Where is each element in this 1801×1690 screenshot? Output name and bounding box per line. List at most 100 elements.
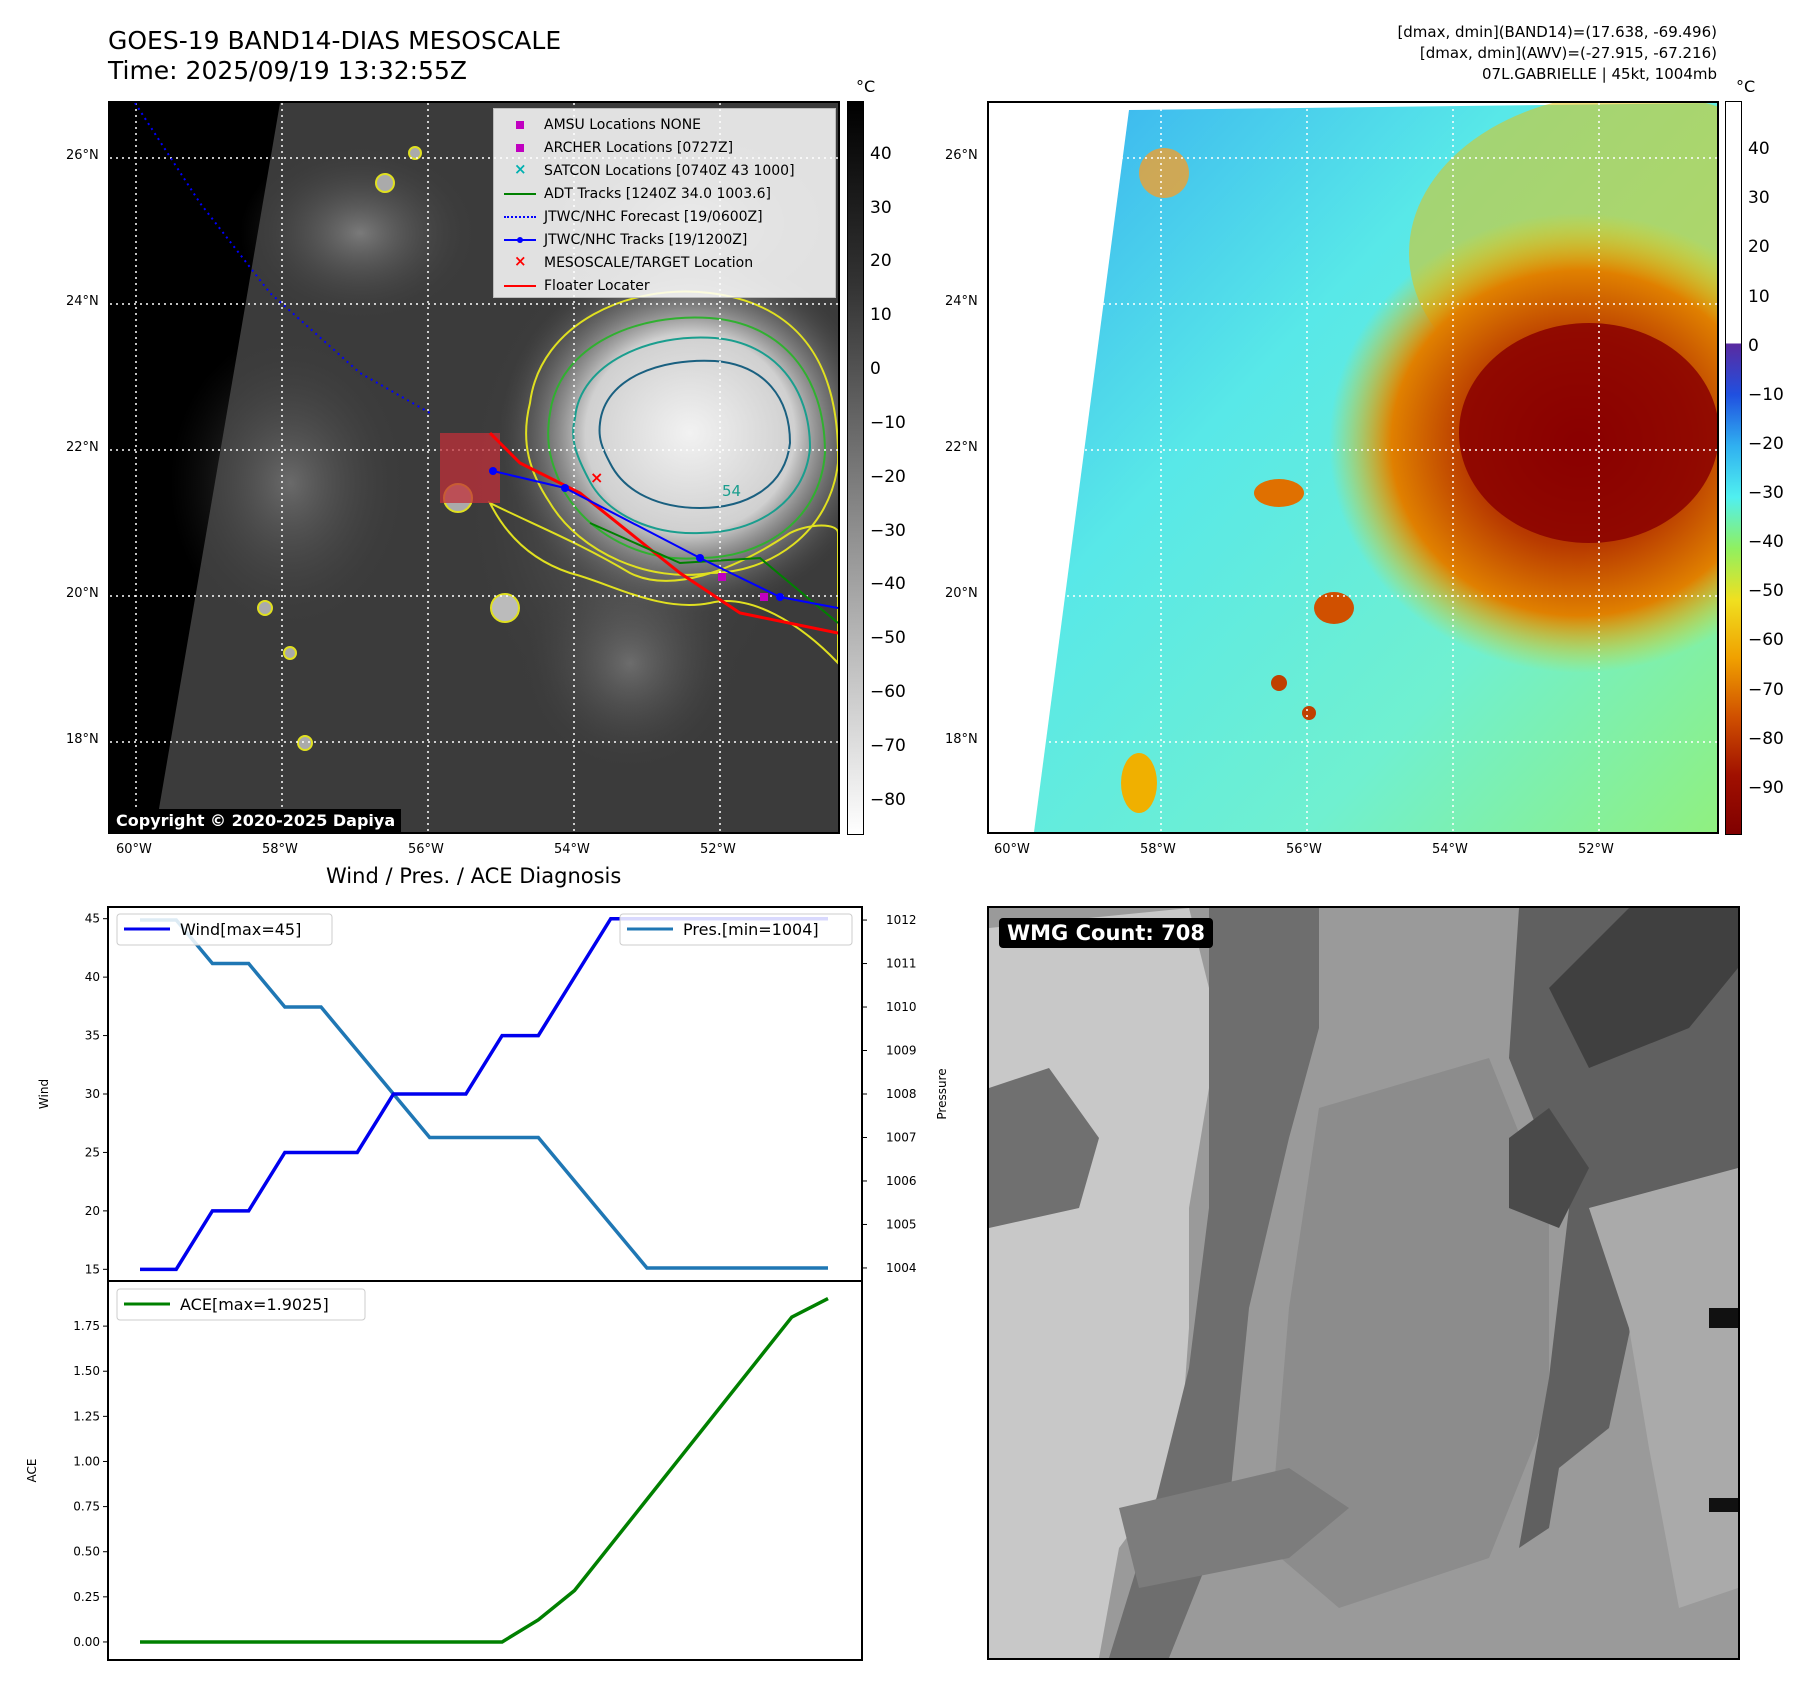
lon-label: 52°W xyxy=(700,842,736,857)
wind-legend-label: Wind[max=45] xyxy=(180,920,301,939)
pressure-axis-label: Pressure xyxy=(935,1068,949,1119)
lon-label: 52°W xyxy=(1578,842,1614,857)
pressure-legend-box xyxy=(619,913,853,946)
legend-item-amsu: AMSU Locations NONE xyxy=(502,113,827,136)
adt-track xyxy=(589,522,838,624)
dotted-line-icon xyxy=(504,215,536,218)
wind-tick-label: 45 xyxy=(85,912,100,926)
ace-axes xyxy=(107,1280,863,1661)
lat-label: 24°N xyxy=(945,294,978,309)
ace-legend-box xyxy=(116,1288,366,1321)
contour-label: 54 xyxy=(722,482,741,500)
ace-tick-label: 1.75 xyxy=(73,1319,100,1333)
colorbar-tick-label: −50 xyxy=(1748,581,1784,602)
wmg-image xyxy=(989,908,1738,1658)
colorbar-tick-label: −60 xyxy=(1748,630,1784,651)
x-icon: × xyxy=(514,159,527,178)
ace-tick-label: 0.50 xyxy=(73,1545,100,1559)
pressure-tick-label: 1007 xyxy=(886,1130,917,1144)
dot-icon xyxy=(517,236,523,243)
awv-map-panel xyxy=(987,101,1719,834)
ace-tick-label: 1.25 xyxy=(73,1409,100,1423)
pressure-series-line xyxy=(140,918,828,1270)
line-icon xyxy=(504,284,536,287)
ace-tick-label: 1.00 xyxy=(73,1454,100,1468)
colorbar-tick-label: −10 xyxy=(1748,384,1784,405)
colorbar-tick-label: −80 xyxy=(1748,728,1784,749)
lat-label: 18°N xyxy=(66,732,99,747)
wind-tick-label: 15 xyxy=(85,1262,100,1276)
legend-item-satcon: × SATCON Locations [0740Z 43 1000] xyxy=(514,159,795,179)
lat-label: 18°N xyxy=(945,732,978,747)
colorbar-tick-label: 10 xyxy=(870,305,892,326)
colorbar-tick-label: −90 xyxy=(1748,777,1784,798)
lat-label: 26°N xyxy=(66,148,99,163)
legend-item-tracks: JTWC/NHC Tracks [19/1200Z] xyxy=(502,228,827,251)
lon-label: 54°W xyxy=(1432,842,1468,857)
colorbar-tick-label: −70 xyxy=(1748,679,1784,700)
ir-colorbar xyxy=(847,101,864,835)
wind-tick-label: 25 xyxy=(85,1145,100,1159)
colorbar-tick-label: 0 xyxy=(1748,335,1759,356)
pressure-tick-label: 1004 xyxy=(886,1261,917,1275)
lon-label: 58°W xyxy=(262,842,298,857)
colorbar-tick-label: −10 xyxy=(870,412,906,433)
ace-tick-label: 1.50 xyxy=(73,1364,100,1378)
ace-tick-label: 0.00 xyxy=(73,1635,100,1649)
colorbar-tick-label: −20 xyxy=(870,466,906,487)
target-location-marker: × xyxy=(590,468,603,487)
ace-tick-label: 0.25 xyxy=(73,1590,100,1604)
colorbar-unit: °C xyxy=(856,77,876,96)
wmg-count-badge: WMG Count: 708 xyxy=(999,918,1213,948)
wind-tick-label: 20 xyxy=(85,1204,100,1218)
lon-label: 56°W xyxy=(1286,842,1322,857)
wind-tick-label: 35 xyxy=(85,1029,100,1043)
colorbar-tick-label: 30 xyxy=(1748,188,1770,209)
lon-label: 60°W xyxy=(994,842,1030,857)
map-gridlines xyxy=(110,103,838,832)
colorbar-tick-label: −60 xyxy=(870,682,906,703)
colorbar-tick-label: 20 xyxy=(1748,237,1770,258)
diagnosis-chart-title: Wind / Pres. / ACE Diagnosis xyxy=(326,864,622,888)
awv-colorbar xyxy=(1725,101,1742,835)
square-icon xyxy=(516,120,524,129)
awv-map-image xyxy=(989,103,1717,832)
colorbar-tick-label: −50 xyxy=(870,628,906,649)
wmg-panel: WMG Count: 708 xyxy=(987,906,1740,1660)
pressure-tick-label: 1005 xyxy=(886,1217,917,1231)
band14-range: [dmax, dmin](BAND14)=(17.638, -69.496) xyxy=(1397,23,1717,41)
wind-series-line xyxy=(140,916,828,1272)
lat-label: 22°N xyxy=(945,440,978,455)
colorbar-tick-label: 30 xyxy=(870,197,892,218)
colorbar-tick-label: −40 xyxy=(870,574,906,595)
colorbar-tick-label: −20 xyxy=(1748,433,1784,454)
pressure-tick-label: 1009 xyxy=(886,1044,917,1058)
colorbar-tick-label: −30 xyxy=(1748,483,1784,504)
colorbar-tick-label: −40 xyxy=(1748,532,1784,553)
lat-label: 24°N xyxy=(66,294,99,309)
lon-label: 60°W xyxy=(116,842,152,857)
line-icon xyxy=(504,192,536,195)
legend-item-floater: Floater Locater xyxy=(502,274,827,297)
jtwc-track-points xyxy=(489,467,784,601)
legend-item-target: × MESOSCALE/TARGET Location xyxy=(514,251,754,271)
pressure-tick-label: 1008 xyxy=(886,1087,917,1101)
archer-marker-2 xyxy=(760,593,768,601)
forecast-track xyxy=(134,103,431,414)
ace-tick-label: 0.75 xyxy=(73,1500,100,1514)
legend-item-forecast: JTWC/NHC Forecast [19/0600Z] xyxy=(502,205,827,228)
awv-range: [dmax, dmin](AWV)=(-27.915, -67.216) xyxy=(1419,44,1717,62)
wind-legend-box xyxy=(116,913,333,946)
colorbar-tick-label: 40 xyxy=(1748,139,1770,160)
pressure-tick-label: 1010 xyxy=(886,1000,917,1014)
figure-time: Time: 2025/09/19 13:32:55Z xyxy=(108,56,467,85)
lat-label: 20°N xyxy=(945,586,978,601)
square-icon xyxy=(516,143,524,152)
colorbar-tick-label: 40 xyxy=(870,143,892,164)
colorbar-tick-label: 20 xyxy=(870,251,892,272)
colorbar-tick-label: 10 xyxy=(1748,286,1770,307)
pressure-tick-label: 1012 xyxy=(886,913,917,927)
diagnosis-chart: 15 20 25 30 35 40 45 1004 1005 1006 1007 1008 1009 10… xyxy=(25,906,949,1661)
x-icon: × xyxy=(514,251,527,270)
colorbar-tick-label: −30 xyxy=(870,520,906,541)
